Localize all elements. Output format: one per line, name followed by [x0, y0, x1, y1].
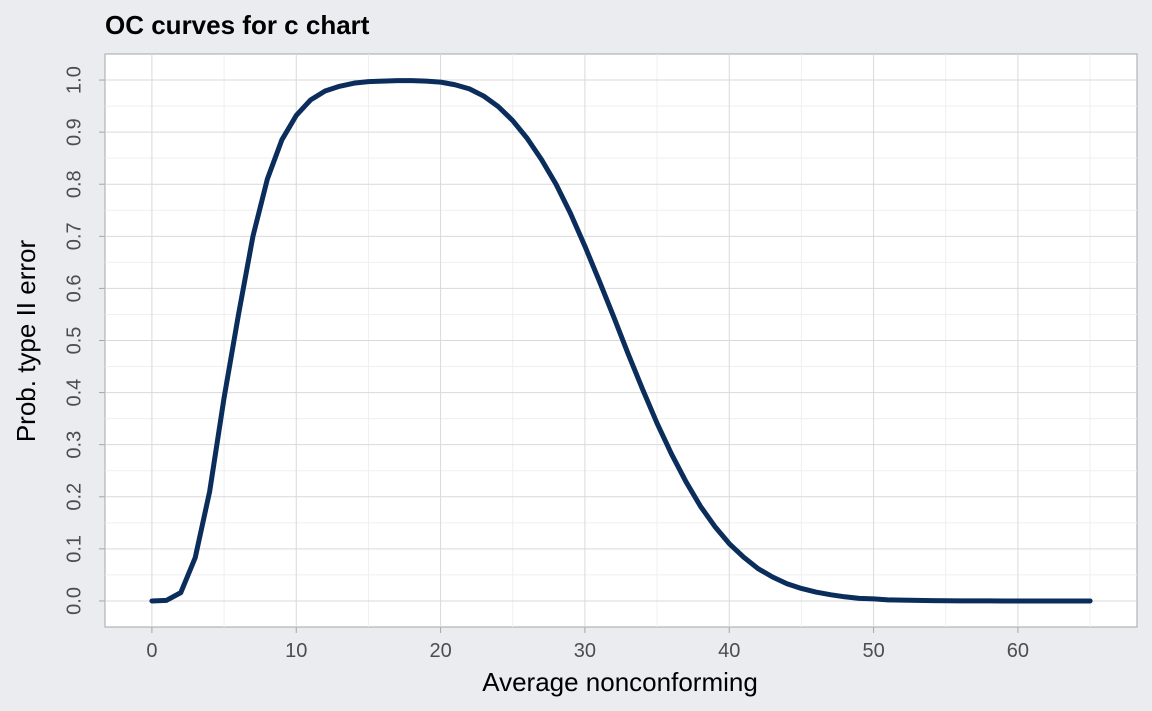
y-tick-label: 0.7: [63, 222, 85, 250]
x-tick-label: 20: [429, 640, 451, 662]
y-tick-label: 0.3: [63, 431, 85, 459]
minor-gridlines: [105, 54, 1137, 627]
x-tick-label: 50: [862, 640, 884, 662]
x-tick-label: 40: [718, 640, 740, 662]
series-line-oc-curve: [149, 78, 1093, 604]
y-tick-label: 0.8: [63, 170, 85, 198]
x-tick-label: 10: [285, 640, 307, 662]
y-tick-label: 0.1: [63, 535, 85, 563]
x-tick-label: 0: [146, 640, 157, 662]
y-tick-label: 1.0: [63, 66, 85, 94]
major-gridlines: [105, 54, 1137, 627]
x-tick-label: 60: [1007, 640, 1029, 662]
chart-title: OC curves for c chart: [105, 10, 370, 40]
y-tick-label: 0.2: [63, 483, 85, 511]
y-tick-label: 0.4: [63, 379, 85, 407]
y-axis-label: Prob. type II error: [11, 240, 41, 443]
y-tick-label: 0.9: [63, 118, 85, 146]
x-tick-label: 30: [574, 640, 596, 662]
y-axis-ticks: 0.0 0.1 0.2 0.3 0.4 0.5 0.6 0.7 0.8 0.9 1.0: [63, 66, 105, 615]
y-tick-label: 0.5: [63, 327, 85, 355]
x-axis-label: Average nonconforming: [482, 667, 758, 697]
x-axis-ticks: 0 10 20 30 40 50 60: [146, 627, 1029, 662]
y-tick-label: 0.6: [63, 275, 85, 303]
y-tick-label: 0.0: [63, 587, 85, 615]
